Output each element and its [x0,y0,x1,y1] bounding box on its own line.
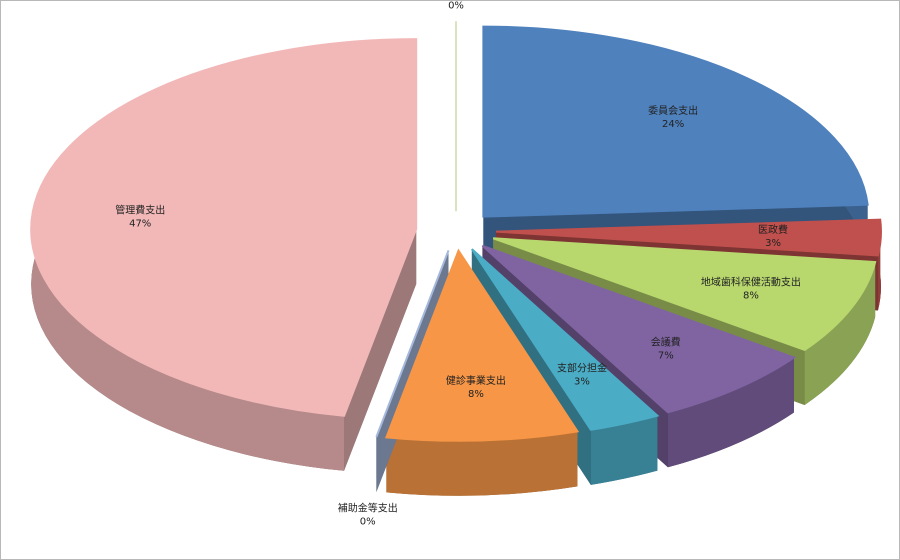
slice-label: 医政費 [758,223,788,236]
slice-label: 支部分担金 [557,362,607,375]
pie-slice [495,218,882,257]
slice-value-label: 3% [765,238,781,249]
slice-label: 健診事業支出 [446,374,506,387]
tops-layer [30,21,882,442]
slice-value-label: 24% [662,119,684,130]
slice-side [804,262,876,405]
pie-slice [471,248,660,431]
slice-value-label: 3% [574,377,590,388]
pie-slice [492,237,877,352]
slice-label: 委員会支出 [648,104,698,117]
pie-slice [481,244,797,414]
slice-label: 地域歯科保健活動支出 [701,276,801,289]
slice-label: 管理費支出 [115,203,165,216]
slice-value-label: 0% [360,516,376,527]
slice-value-label: 8% [743,291,759,302]
pie-slice [30,38,418,417]
pie-slice [384,248,580,442]
slice-value-label: 0% [448,1,464,11]
slice-side [667,357,794,468]
pie-slice [375,250,450,438]
pie-slice [482,25,869,218]
labels-layer: 法人税等支出0%委員会支出24%医政費3%地域歯科保健活動支出8%会議費7%支部… [115,1,801,527]
slice-label: 会議費 [651,335,681,348]
slice-value-label: 8% [468,389,484,400]
slice-label: 補助金等支出 [338,501,398,514]
slice-value-label: 7% [658,350,674,361]
slice-side [590,415,658,485]
slice-side [386,431,578,496]
slice-value-label: 47% [129,218,151,229]
slice-face [344,229,417,471]
